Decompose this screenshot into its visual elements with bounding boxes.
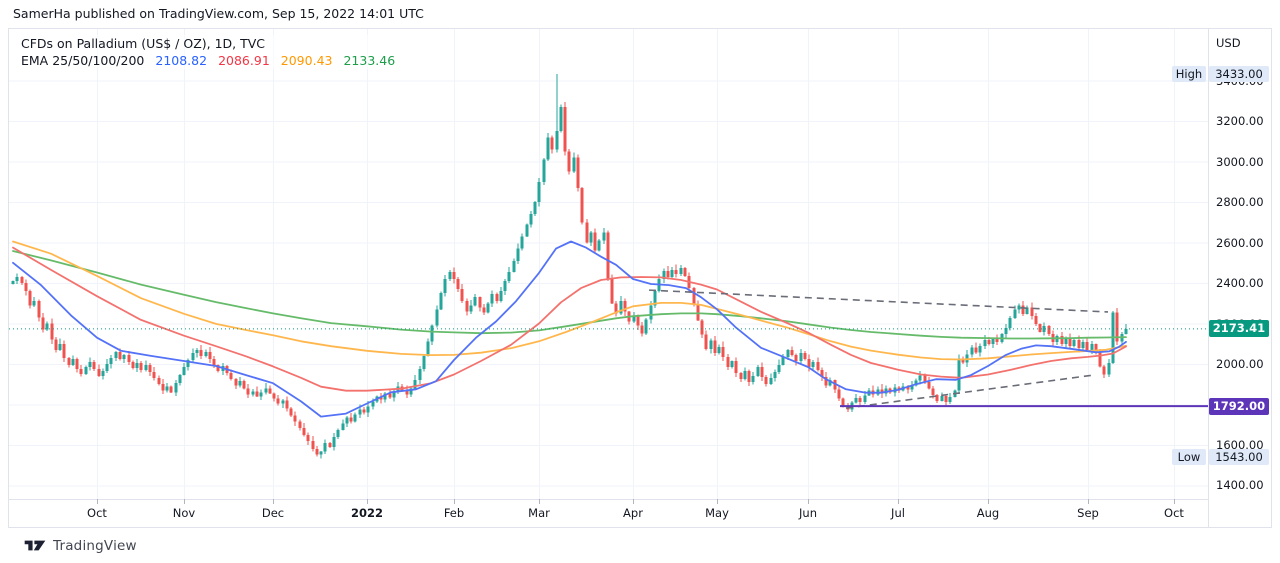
price-tick-label: 2600.00 <box>1216 235 1264 250</box>
time-tick <box>184 499 185 504</box>
price-tick-label: 3200.00 <box>1216 114 1264 129</box>
brand-text: TradingView <box>53 537 137 554</box>
ema25-value: 2108.82 <box>155 53 208 68</box>
ema-200-line <box>12 250 1127 340</box>
time-tick <box>97 499 98 504</box>
ema200-value: 2133.46 <box>343 53 396 68</box>
ema-50-line <box>12 246 1127 392</box>
time-tick-label: May <box>705 506 729 520</box>
time-tick-label: Dec <box>261 506 285 520</box>
price-tick-label: 1400.00 <box>1216 478 1264 493</box>
time-tick <box>454 499 455 504</box>
time-tick <box>539 499 540 504</box>
time-tick <box>367 499 368 504</box>
time-tick-label: Oct <box>1164 506 1184 520</box>
tradingview-logo-link[interactable]: TradingView <box>24 537 137 554</box>
chart-widget: CFDs on Palladium (US$ / OZ), 1D, TVC EM… <box>8 28 1272 528</box>
time-tick-label: Aug <box>976 506 1000 520</box>
chart-legend: CFDs on Palladium (US$ / OZ), 1D, TVC EM… <box>17 35 400 69</box>
price-tick-label: 2800.00 <box>1216 195 1264 210</box>
price-tick-label: 3000.00 <box>1216 154 1264 169</box>
time-tick-label: Jul <box>891 506 905 520</box>
time-tick-label: Nov <box>172 506 196 520</box>
low-marker-value: 1543.00 <box>1209 448 1269 465</box>
time-tick-label: Jun <box>799 506 817 520</box>
price-tick-label: 1600.00 <box>1216 437 1264 452</box>
time-tick <box>1088 499 1089 504</box>
time-tick-label: Oct <box>87 506 107 520</box>
price-tick-label: 2000.00 <box>1216 357 1264 371</box>
ema100-value: 2090.43 <box>280 53 333 68</box>
time-tick-label: Sep <box>1077 506 1099 520</box>
chart-pane[interactable] <box>9 29 1208 499</box>
symbol-title: CFDs on Palladium (US$ / OZ), 1D, TVC <box>21 36 266 51</box>
time-tick-label: Apr <box>623 506 643 520</box>
trendline-upper[interactable] <box>648 289 1109 313</box>
tradingview-icon <box>24 540 46 551</box>
high-marker-value: 3433.00 <box>1209 65 1269 82</box>
ema-100-line <box>12 240 1127 361</box>
time-tick <box>1174 499 1175 504</box>
ema50-value: 2086.91 <box>218 53 270 68</box>
time-tick <box>633 499 634 504</box>
price-axis-separator <box>1208 29 1209 527</box>
published-line: SamerHa published on TradingView.com, Se… <box>13 6 424 21</box>
grid-layer <box>9 29 1208 499</box>
time-tick <box>717 499 718 504</box>
candles-layer <box>11 73 1128 459</box>
time-tick <box>898 499 899 504</box>
last-price-badge: 2173.41 <box>1209 320 1269 338</box>
ema-25-line <box>12 240 1127 418</box>
low-marker-label: Low <box>1172 448 1206 465</box>
time-tick-label: Feb <box>443 506 465 520</box>
indicator-row: EMA 25/50/100/200 2108.82 2086.91 2090.4… <box>21 52 395 69</box>
currency-label: USD <box>1216 36 1241 50</box>
time-tick-label: Mar <box>528 506 550 520</box>
trendline-lower[interactable] <box>845 374 1094 409</box>
time-tick <box>273 499 274 504</box>
indicator-label: EMA 25/50/100/200 <box>21 53 145 68</box>
price-tick-label: 2400.00 <box>1216 276 1264 291</box>
support-price-badge: 1792.00 <box>1209 397 1269 415</box>
high-marker-label: High <box>1172 65 1206 82</box>
time-tick <box>988 499 989 504</box>
time-tick-label: 2022 <box>350 506 383 520</box>
time-axis-separator <box>9 499 1208 500</box>
time-tick <box>808 499 809 504</box>
